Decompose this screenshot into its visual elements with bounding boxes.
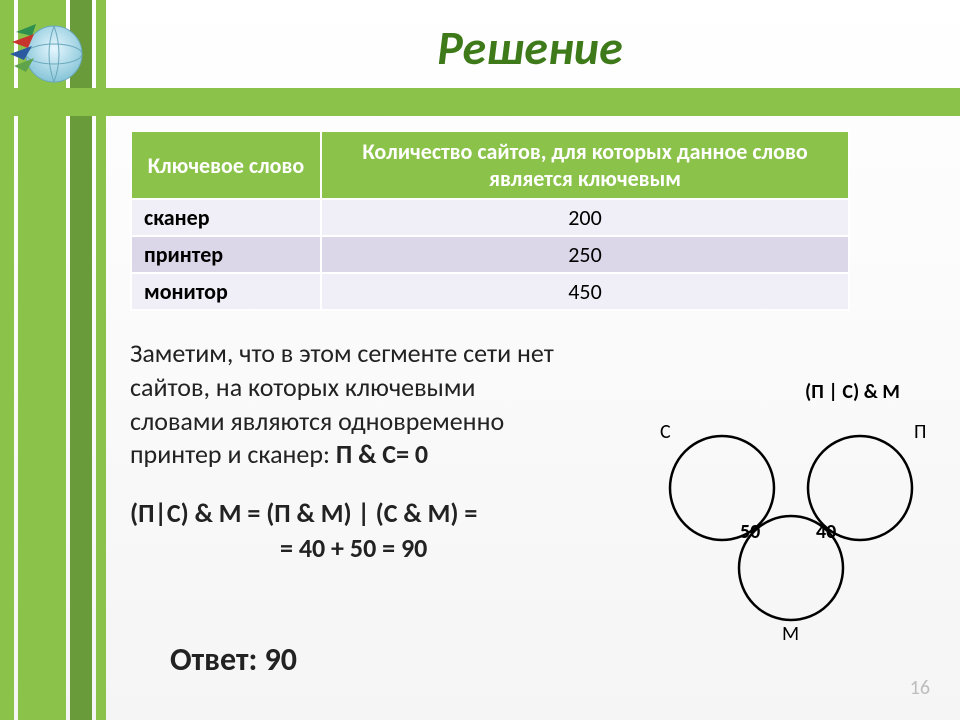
venn-svg [660,408,930,648]
table-cell-key: монитор [131,273,321,310]
table-row: монитор 450 [131,273,849,310]
table-header: Количество сайтов, для которых данное сл… [321,131,849,199]
table-cell-value: 450 [321,273,849,310]
venn-label-p: П [914,420,926,444]
venn-title: (П | С) & М [805,380,900,404]
table-cell-value: 250 [321,236,849,273]
slide: Решение Ключевое слово Количество сайтов… [0,0,960,720]
globe-icon [6,14,90,86]
answer-text: Ответ: 90 [170,640,297,679]
answer-value: 90 [265,640,297,679]
decor-top-band [0,88,960,116]
text-line: словами являются одновременно [130,405,650,439]
venn-diagram: (П | С) & М С П М 50 40 [660,380,940,660]
text-span: принтер и сканер: [130,438,336,470]
table-row: сканер 200 [131,199,849,236]
explanation-text: Заметим, что в этом сегменте сети нет са… [130,337,650,472]
text-line: Заметим, что в этом сегменте сети нет [130,337,650,371]
table-cell-key: сканер [131,199,321,236]
venn-number-right: 40 [816,520,836,544]
page-number: 16 [910,676,930,700]
table-cell-key: принтер [131,236,321,273]
text-bold: П & С= 0 [336,438,428,470]
venn-label-c: С [660,420,671,444]
table-row: принтер 250 [131,236,849,273]
answer-label: Ответ: [170,640,265,679]
venn-label-m: М [782,622,799,646]
venn-number-left: 50 [740,520,760,544]
slide-title: Решение [120,18,940,77]
data-table: Ключевое слово Количество сайтов, для ко… [130,130,850,311]
text-line: принтер и сканер: П & С= 0 [130,438,650,472]
table-cell-value: 200 [321,199,849,236]
table-header: Ключевое слово [131,131,321,199]
text-line: сайтов, на которых ключевыми [130,371,650,405]
